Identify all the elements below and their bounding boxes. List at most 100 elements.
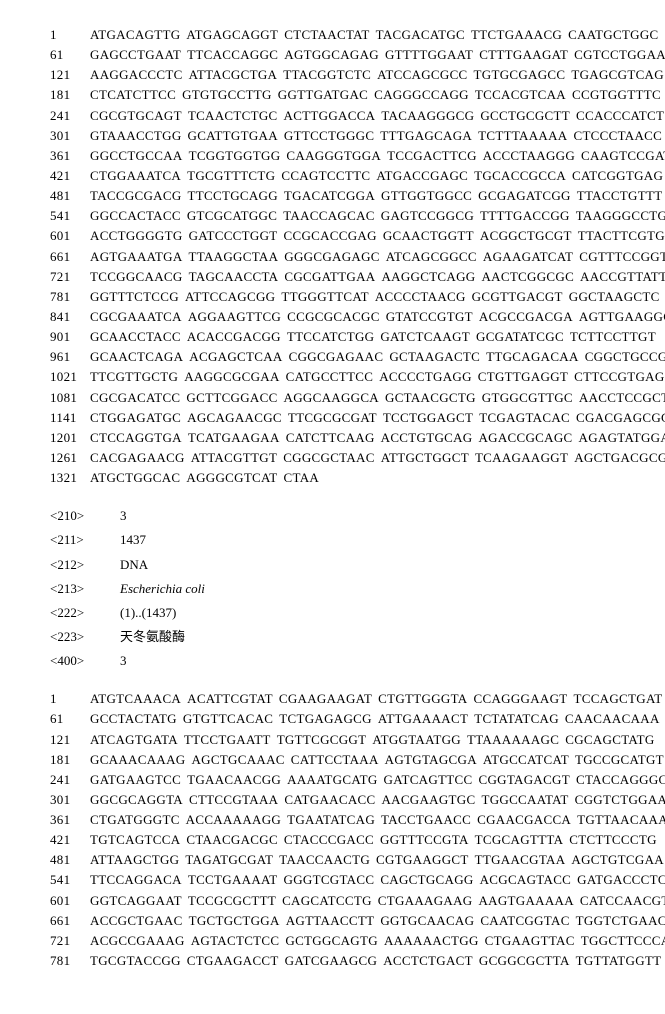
sequence-group: TGTCAGTCCA	[90, 830, 180, 850]
sequence-row: 301GTAAACCTGGGCATTGTGAAGTTCCTGGGCTTTGAGC…	[50, 126, 615, 146]
sequence-group: TCTATATCAG	[474, 709, 559, 729]
meta-key: <211>	[50, 530, 120, 550]
sequence-group: GGCCACTACC	[90, 206, 181, 226]
sequence-position: 721	[50, 931, 90, 951]
sequence-group: CAACAACAAA	[565, 709, 660, 729]
sequence-group: GCTAAGACTC	[389, 347, 480, 367]
sequence-groups: AAGGACCCTCATTACGCTGATTACGGTCTCATCCAGCGCC…	[90, 65, 665, 85]
sequence-groups: CGCGACATCCGCTTCGGACCAGGCAAGGCAGCTAACGCTG…	[90, 388, 665, 408]
sequence-group: GCATTGTGAA	[188, 126, 278, 146]
sequence-group: GTTTTGGAAT	[385, 45, 473, 65]
sequence-group: GGGCGAGAGC	[284, 247, 379, 267]
sequence-position: 361	[50, 146, 90, 166]
sequence-groups: GGCGCAGGTACTTCCGTAAACATGAACACCAACGAAGTGC…	[90, 790, 665, 810]
sequence-groups: GGCCTGCCAATCGGTGGTGGCAAGGGTGGATCCGACTTCG…	[90, 146, 665, 166]
sequence-group: TTCACCAGGC	[187, 45, 278, 65]
sequence-group: TGCGTACCGG	[90, 951, 181, 971]
sequence-row: 1081CGCGACATCCGCTTCGGACCAGGCAAGGCAGCTAAC…	[50, 388, 615, 408]
sequence-group: CTAACGACGC	[186, 830, 278, 850]
sequence-row: 601ACCTGGGGTGGATCCCTGGTCCGCACCGAGGCAACTG…	[50, 226, 615, 246]
sequence-group: TCCTGGAGCT	[383, 408, 473, 428]
sequence-groups: GATGAAGTCCTGAACAACGGAAAATGCATGGATCAGTTCC…	[90, 770, 665, 790]
sequence-group: CCAGGGAAGT	[474, 689, 568, 709]
sequence-group: ATCAGTGATA	[90, 730, 178, 750]
meta-row: <212>DNA	[50, 555, 615, 575]
sequence-groups: TTCGTTGCTGAAGGCGCGAACATGCCTTCCACCCCTGAGG…	[90, 367, 665, 387]
sequence-position: 661	[50, 247, 90, 267]
sequence-group: TCCGACTTCG	[387, 146, 477, 166]
sequence-group: CGTCCTGGAA	[574, 45, 665, 65]
sequence-group: AAGGCTCAGG	[381, 267, 475, 287]
sequence-position: 601	[50, 226, 90, 246]
sequence-group: ACATTCGTAT	[187, 689, 273, 709]
sequence-group: CGTTTCCGGT	[579, 247, 665, 267]
sequence-group: AGGCAAGGCA	[284, 388, 379, 408]
sequence-position: 541	[50, 206, 90, 226]
sequence-group: ACGGCTGCGT	[480, 226, 572, 246]
sequence-group: CGAAGAAGAT	[279, 689, 372, 709]
sequence-group: TGACATCGGA	[284, 186, 375, 206]
sequence-group: ATTACGTTGT	[191, 448, 277, 468]
sequence-group: TGGCTTCCCA	[581, 931, 665, 951]
sequence-position: 61	[50, 45, 90, 65]
meta-value: 天冬氨酸酶	[120, 627, 615, 647]
meta-value: 1437	[120, 530, 615, 550]
sequence-group: AGGAAGTTCG	[188, 307, 281, 327]
sequence-row: 901GCAACCTACCACACCGACGGTTCCATCTGGGATCTCA…	[50, 327, 615, 347]
sequence-group: TCGCAGTTTA	[475, 830, 564, 850]
sequence-group: TAACCAGCAC	[283, 206, 375, 226]
sequence-position: 541	[50, 870, 90, 890]
sequence-group: CAATCGGTAC	[480, 911, 569, 931]
sequence-group: CGGCTGCCGT	[585, 347, 665, 367]
sequence-group: TTCGCGCGAT	[288, 408, 377, 428]
sequence-group: AACGAAGTGC	[381, 790, 475, 810]
sequence-group: ATTGAAAACT	[378, 709, 468, 729]
sequence-group: AGTGGCAGAG	[284, 45, 379, 65]
sequence-group: GCCTACTATG	[90, 709, 177, 729]
sequence-group: TGTGCGAGCC	[474, 65, 566, 85]
sequence-position: 1	[50, 25, 90, 45]
sequence-group: CAATGCTGGC	[568, 25, 658, 45]
sequence-group: CCGTGGTTTC	[572, 85, 661, 105]
sequence-group: CTTTGAAGAT	[479, 45, 568, 65]
sequence-group: ATGCTGGCAC	[90, 468, 180, 488]
sequence-group: CAAGTCCGAT	[581, 146, 665, 166]
sequence-groups: AGTGAAATGATTAAGGCTAAGGGCGAGAGCATCAGCGGCC…	[90, 247, 665, 267]
sequence-group: CTCCCTAACC	[573, 126, 662, 146]
sequence-group: TCTTTAAAAA	[478, 126, 567, 146]
sequence-groups: GCAAACAAAGAGCTGCAAACCATTCCTAAAAGTGTAGCGA…	[90, 750, 665, 770]
sequence-group: ACTTGGACCA	[284, 106, 376, 126]
sequence-group: ATGACAGTTG	[90, 25, 180, 45]
sequence-position: 61	[50, 709, 90, 729]
sequence-groups: GCCTACTATGGTGTTCACACTCTGAGAGCGATTGAAAACT…	[90, 709, 665, 729]
sequence-row: 721ACGCCGAAAGAGTACTCTCCGCTGGCAGTGAAAAAAC…	[50, 931, 615, 951]
sequence-group: AGTTGAAGGC	[579, 307, 665, 327]
sequence-a: 1ATGACAGTTGATGAGCAGGTCTCTAACTATTACGACATG…	[50, 25, 615, 488]
meta-key: <400>	[50, 651, 120, 671]
meta-key: <212>	[50, 555, 120, 575]
sequence-group: GAGCCTGAAT	[90, 45, 181, 65]
sequence-group: AAGGACCCTC	[90, 65, 183, 85]
sequence-group: ATTCCAGCGG	[185, 287, 275, 307]
sequence-group: AAAAAACTGG	[384, 931, 479, 951]
sequence-group: CAGCTGCAGG	[380, 870, 473, 890]
sequence-group: ACGCCGAAAG	[90, 931, 185, 951]
sequence-groups: CTGGAGATGCAGCAGAACGCTTCGCGCGATTCCTGGAGCT…	[90, 408, 665, 428]
sequence-group: GGTGCAACAG	[380, 911, 474, 931]
sequence-group: GCAACCTACC	[90, 327, 181, 347]
sequence-group: GTGTTCACAC	[183, 709, 273, 729]
sequence-group: TTCCAGGACA	[90, 870, 182, 890]
sequence-row: 781TGCGTACCGGCTGAAGACCTGATCGAAGCGACCTCTG…	[50, 951, 615, 971]
sequence-group: CTCTTCCCTG	[569, 830, 657, 850]
sequence-group: TGGTCTGAAC	[576, 911, 665, 931]
sequence-row: 181GCAAACAAAGAGCTGCAAACCATTCCTAAAAGTGTAG…	[50, 750, 615, 770]
sequence-position: 1141	[50, 408, 90, 428]
sequence-groups: ACCTGGGGTGGATCCCTGGTCCGCACCGAGGCAACTGGTT…	[90, 226, 665, 246]
sequence-row: 1261CACGAGAACGATTACGTTGTCGGCGCTAACATTGCT…	[50, 448, 615, 468]
sequence-group: GGTTTCTCCG	[90, 287, 179, 307]
sequence-group: GGCTAAGCTC	[569, 287, 660, 307]
sequence-group: GCTAACGCTG	[385, 388, 476, 408]
sequence-group: CCGCACCGAG	[284, 226, 377, 246]
sequence-group: GTAAACCTGG	[90, 126, 182, 146]
sequence-group: GATCCCTGGT	[189, 226, 278, 246]
